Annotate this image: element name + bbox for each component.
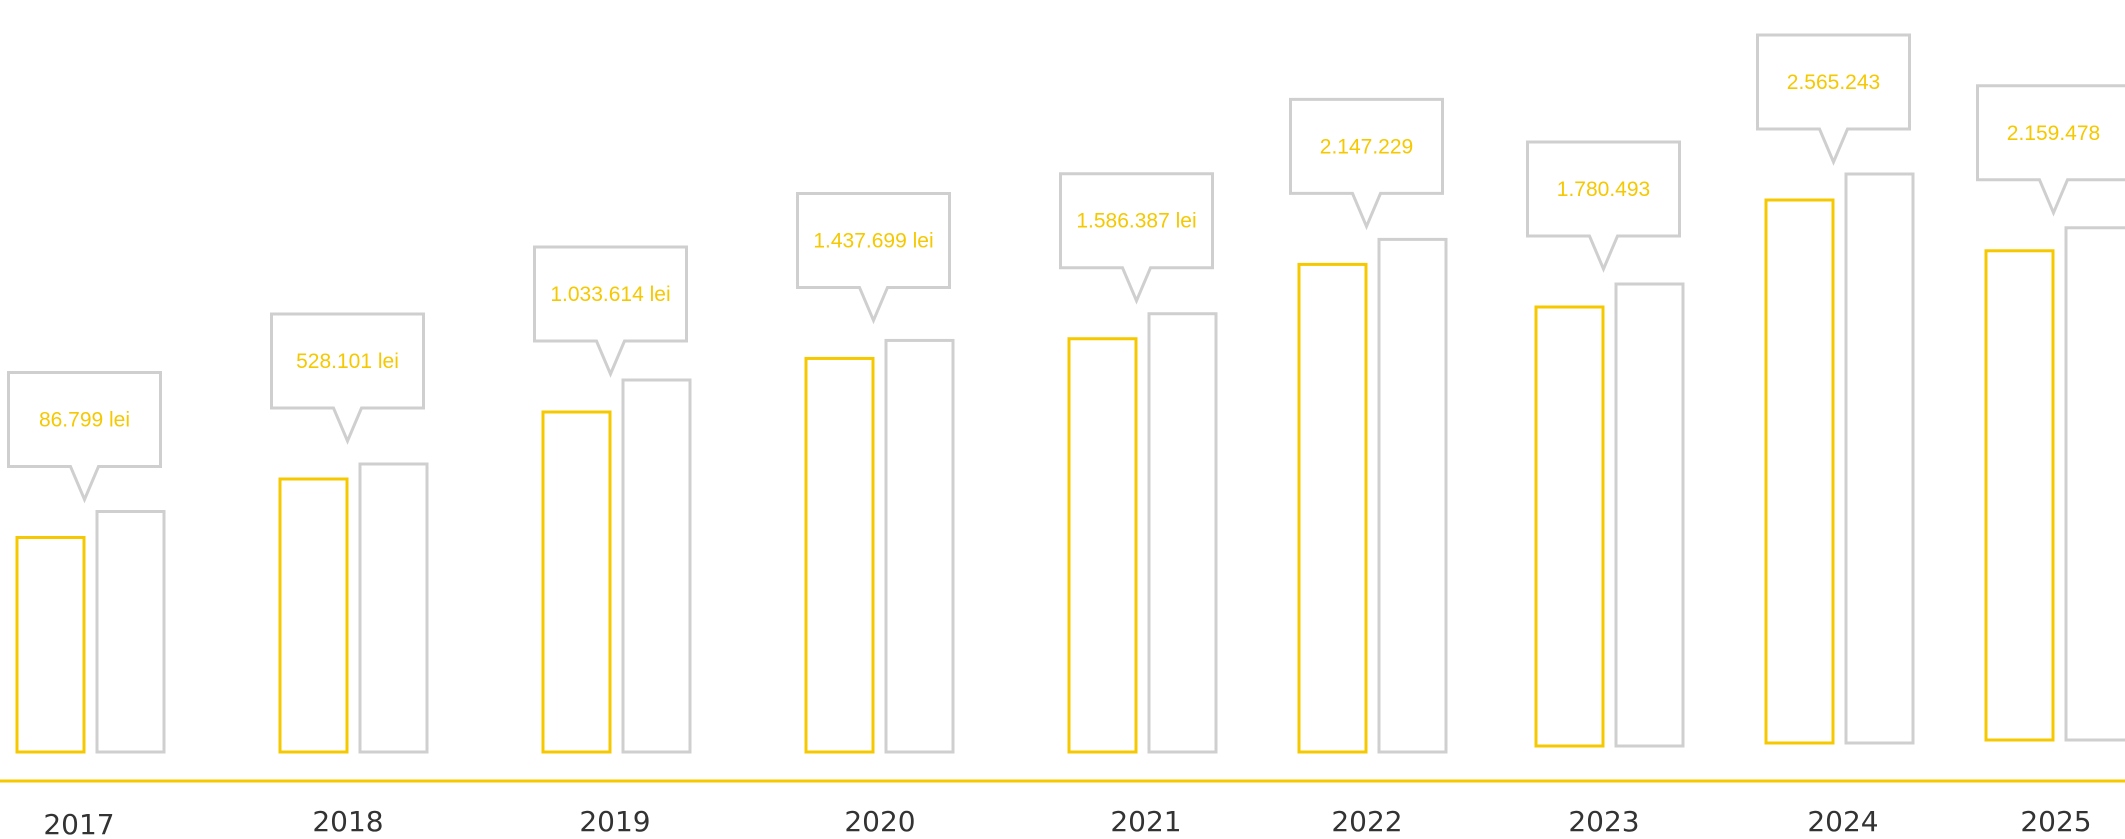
bars-layer (15, 172, 2125, 754)
x-tick-label-2025: 2025 (2020, 805, 2091, 838)
bar-2017-secondary (95, 509, 166, 754)
data-label-2017: 86.799 lei (39, 408, 130, 431)
bar-2018-secondary (358, 462, 429, 754)
callout-2025 (1976, 84, 2125, 217)
bar-2024-secondary (1844, 172, 1915, 745)
bar-2024-primary (1764, 198, 1835, 745)
callout-2017 (7, 370, 162, 504)
bar-2025-primary (1984, 249, 2055, 742)
data-label-2023: 1.780.493 (1557, 178, 1650, 201)
callout-2021 (1059, 172, 1214, 305)
bar-2021-secondary (1147, 312, 1218, 754)
callout-2024 (1756, 33, 1911, 166)
data-label-2024: 2.565.243 (1787, 71, 1880, 94)
callout-2023 (1526, 140, 1681, 273)
bar-2023-primary (1534, 305, 1605, 748)
callout-2020 (796, 191, 951, 325)
callouts-layer: 86.799 lei 528.101 lei 1.033.614 lei 1.437.… (7, 33, 2125, 504)
x-tick-label-2018: 2018 (312, 805, 383, 838)
bar-2025-secondary (2064, 226, 2125, 742)
data-label-2022: 2.147.229 (1320, 135, 1413, 158)
x-tick-label-2020: 2020 (844, 805, 915, 838)
bar-2022-primary (1297, 262, 1368, 754)
bar-2020-primary (804, 356, 875, 754)
x-tick-label-2022: 2022 (1331, 805, 1402, 838)
x-tick-label-2021: 2021 (1110, 805, 1181, 838)
x-tick-label-2019: 2019 (579, 805, 650, 838)
data-label-2025: 2.159.478 (2007, 122, 2100, 145)
callout-2022 (1289, 97, 1444, 231)
data-label-2020: 1.437.699 lei (813, 229, 933, 252)
data-label-2018: 528.101 lei (296, 350, 399, 373)
x-tick-label-2024: 2024 (1807, 805, 1878, 838)
bar-2018-primary (278, 477, 349, 754)
x-tick-label-2017: 2017 (43, 808, 114, 839)
data-label-2019: 1.033.614 lei (550, 283, 670, 306)
bar-2022-secondary (1377, 237, 1448, 754)
x-axis-labels: 2017 2018 2019 2020 2021 2022 2023 2024 2025 (43, 805, 2091, 839)
bar-2019-primary (541, 410, 612, 754)
callout-2018 (270, 312, 425, 445)
bar-2021-primary (1067, 337, 1138, 754)
x-tick-label-2023: 2023 (1568, 805, 1639, 838)
bar-2023-secondary (1614, 282, 1685, 748)
bar-2020-secondary (884, 338, 955, 754)
callout-2019 (533, 245, 688, 378)
bar-2019-secondary (621, 378, 692, 754)
bar-2017-primary (15, 535, 86, 754)
data-label-2021: 1.586.387 lei (1076, 210, 1196, 233)
